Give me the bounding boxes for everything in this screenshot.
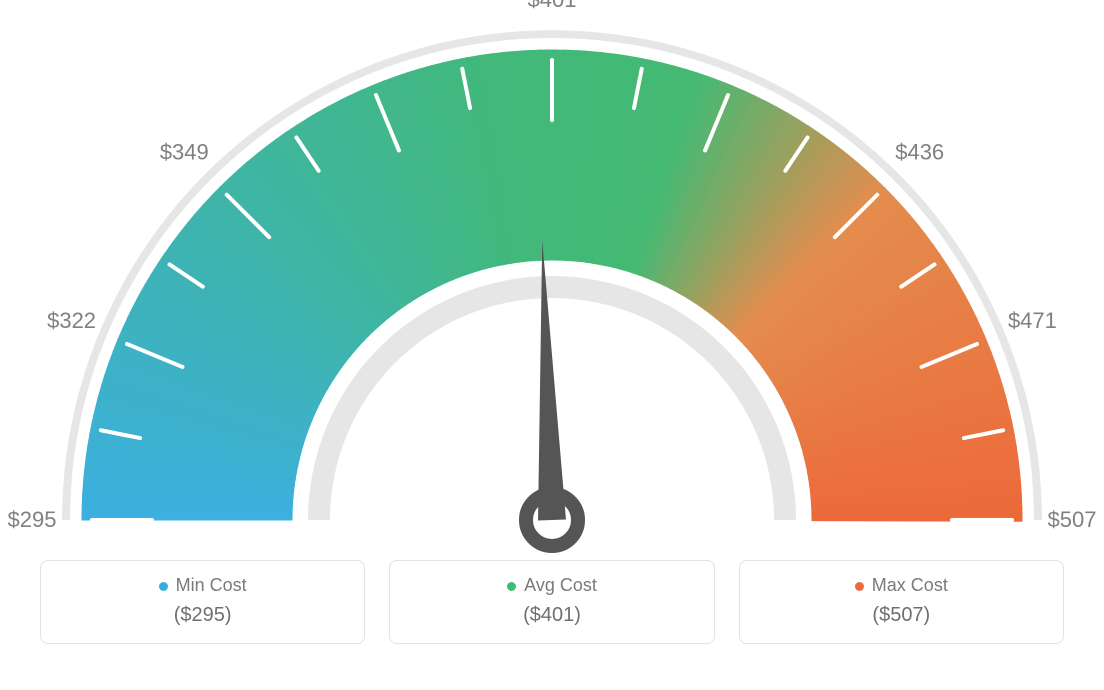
min-cost-title: Min Cost [59,575,346,596]
gauge: $295 $322 $349 $401 $436 $471 $507 [0,0,1104,560]
tick-label: $471 [1008,308,1057,333]
avg-cost-label: Avg Cost [524,575,597,595]
tick-label: $436 [895,139,944,164]
tick-label: $322 [47,308,96,333]
max-dot [855,582,864,591]
max-cost-label: Max Cost [872,575,948,595]
min-cost-label: Min Cost [176,575,247,595]
min-cost-value: ($295) [59,604,346,627]
max-cost-value: ($507) [758,604,1045,627]
avg-cost-value: ($401) [408,604,695,627]
chart-container: $295 $322 $349 $401 $436 $471 $507 Min Cost ($… [0,0,1104,690]
min-cost-card: Min Cost ($295) [40,560,365,644]
avg-cost-card: Avg Cost ($401) [389,560,714,644]
min-dot [159,582,168,591]
avg-dot [507,582,516,591]
tick-label: $401 [528,0,577,12]
max-cost-title: Max Cost [758,575,1045,596]
cost-cards: Min Cost ($295) Avg Cost ($401) Max Cost… [0,560,1104,644]
avg-cost-title: Avg Cost [408,575,695,596]
tick-label: $349 [160,139,209,164]
gauge-svg: $295 $322 $349 $401 $436 $471 $507 [0,0,1104,560]
tick-label: $295 [8,507,57,532]
max-cost-card: Max Cost ($507) [739,560,1064,644]
tick-label: $507 [1048,507,1097,532]
